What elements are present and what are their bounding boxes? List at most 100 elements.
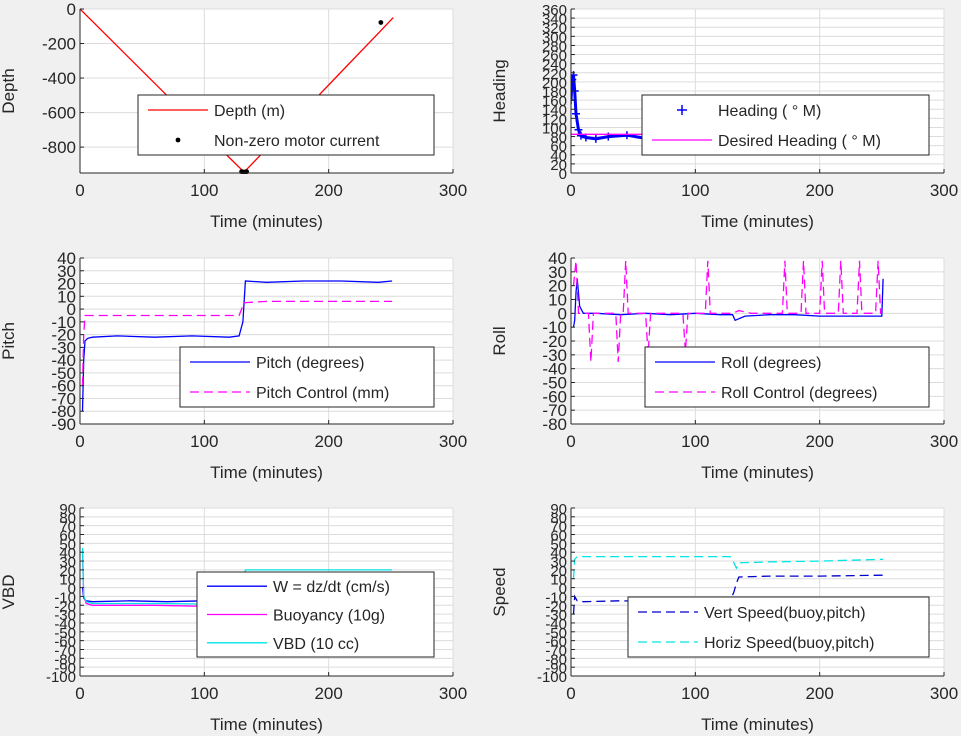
x-tick-label: 100 (190, 432, 218, 451)
y-tick-label: 80 (550, 510, 567, 527)
y-tick-label: -50 (542, 374, 567, 393)
y-tick-label: -20 (54, 598, 76, 615)
legend-label: Non-zero motor current (214, 133, 380, 150)
legend-item: W = dz/dt (cm/s) (207, 579, 390, 596)
x-tick-label: 0 (566, 684, 575, 703)
y-tick-label: -90 (545, 660, 567, 677)
y-tick-label: 60 (550, 139, 567, 156)
y-tick-label: -40 (542, 360, 567, 379)
legend-item: VBD (10 cc) (207, 636, 359, 653)
series-group (572, 260, 884, 362)
y-tick-label: 30 (550, 554, 567, 571)
legend-item: Non-zero motor current (175, 133, 380, 150)
x-axis-label: Time (minutes) (210, 212, 323, 231)
legend-item: Horiz Speed(buoy,pitch) (638, 635, 874, 652)
y-tick-label: 120 (542, 111, 567, 128)
y-tick-label: -10 (54, 589, 76, 606)
y-tick-label: 260 (542, 48, 567, 65)
y-tick-label: -200 (42, 35, 76, 54)
legend: Depth (m) Non-zero motor current (137, 94, 435, 156)
legend: Roll (degrees) Roll Control (degrees) (644, 346, 930, 408)
y-tick-label: 20 (548, 277, 567, 296)
legend-box (137, 94, 435, 156)
legend-label: Horiz Speed(buoy,pitch) (704, 635, 874, 652)
y-tick-label: 140 (542, 102, 567, 119)
y-tick-label: 280 (542, 38, 567, 55)
y-tick-label: 360 (542, 2, 567, 19)
chart-3: 0 100 200 300403020100-10-20-30-40-50-60-70… (0, 249, 467, 482)
series-2-point (378, 20, 384, 25)
y-tick-label: -400 (42, 69, 76, 88)
y-tick-label: 30 (57, 262, 76, 281)
x-tick-label: 300 (930, 181, 958, 200)
x-tick-label: 300 (439, 432, 467, 451)
y-tick-label: 220 (542, 66, 567, 83)
y-tick-label: -100 (46, 669, 76, 686)
legend-item: Buoyancy (10g) (207, 608, 385, 625)
y-tick-label: 90 (550, 501, 567, 518)
y-tick-label: -30 (54, 607, 76, 624)
y-tick-label: 70 (59, 519, 76, 536)
x-axis-label: Time (minutes) (701, 212, 814, 231)
y-tick-label: -80 (545, 651, 567, 668)
legend-label: Vert Speed(buoy,pitch) (704, 605, 866, 622)
series-1-line (81, 280, 393, 412)
y-tick-label: -80 (542, 415, 567, 434)
y-axis-label: Depth (0, 68, 18, 113)
chart-1: 0 100 200 300 0 -200 -400 -600 -800 Time (minutes… (0, 0, 467, 231)
y-axis-label: Speed (490, 567, 509, 616)
y-tick-label: 10 (548, 291, 567, 310)
series-group (81, 280, 393, 412)
y-tick-label: 40 (550, 545, 567, 562)
y-tick-label: 0 (559, 581, 567, 598)
x-tick-label: 300 (439, 684, 467, 703)
x-tick-label: 100 (190, 181, 218, 200)
y-tick-label: 0 (67, 0, 76, 19)
y-axis-label: Pitch (0, 322, 18, 360)
y-tick-label: 340 (542, 11, 567, 28)
y-tick-label: 30 (59, 554, 76, 571)
y-tick-label: -90 (54, 660, 76, 677)
chart-5: 0 100 200 3009080706050403020100-10-20-30-4… (0, 501, 467, 734)
y-tick-label: -60 (51, 377, 76, 396)
y-tick-label: 40 (59, 545, 76, 562)
y-tick-label: 0 (67, 300, 76, 319)
x-tick-label: 200 (805, 181, 833, 200)
legend-item: Vert Speed(buoy,pitch) (638, 605, 866, 622)
y-tick-label: 40 (548, 249, 567, 268)
y-tick-label: 80 (59, 510, 76, 527)
y-tick-label: 160 (542, 93, 567, 110)
y-axis-label: Heading (490, 59, 509, 122)
y-tick-label: 20 (57, 275, 76, 294)
series-1-point (622, 131, 631, 140)
y-tick-label: -10 (51, 313, 76, 332)
legend-label: Pitch Control (mm) (256, 385, 389, 402)
legend-label: W = dz/dt (cm/s) (273, 579, 390, 596)
y-tick-label: 50 (59, 536, 76, 553)
y-tick-label: -60 (542, 387, 567, 406)
x-tick-label: 300 (930, 684, 958, 703)
y-tick-label: 240 (542, 57, 567, 74)
x-tick-label: 0 (566, 432, 575, 451)
y-tick-label: 0 (68, 581, 76, 598)
y-tick-label: 0 (558, 304, 567, 323)
x-tick-label: 300 (930, 432, 958, 451)
legend-box (179, 346, 435, 408)
y-tick-label: 0 (559, 166, 567, 183)
y-tick-label: 90 (59, 501, 76, 518)
y-axis-label: Roll (490, 326, 509, 355)
legend-label: Depth (m) (214, 103, 285, 120)
y-tick-label: -20 (545, 598, 567, 615)
legend-label: Desired Heading ( ° M) (718, 133, 881, 150)
legend: Vert Speed(buoy,pitch) Horiz Speed(buoy,p… (627, 596, 930, 658)
y-tick-label: 40 (57, 249, 76, 268)
x-tick-label: 200 (314, 684, 342, 703)
legend-label: Heading ( ° M) (718, 103, 821, 120)
x-tick-label: 200 (805, 432, 833, 451)
y-tick-label: -40 (54, 616, 76, 633)
legend-item: Pitch Control (mm) (190, 385, 389, 402)
x-tick-label: 200 (314, 432, 342, 451)
x-tick-label: 200 (314, 181, 342, 200)
chart-2: 0 100 200 300020406080100120140160180200220… (490, 2, 958, 231)
